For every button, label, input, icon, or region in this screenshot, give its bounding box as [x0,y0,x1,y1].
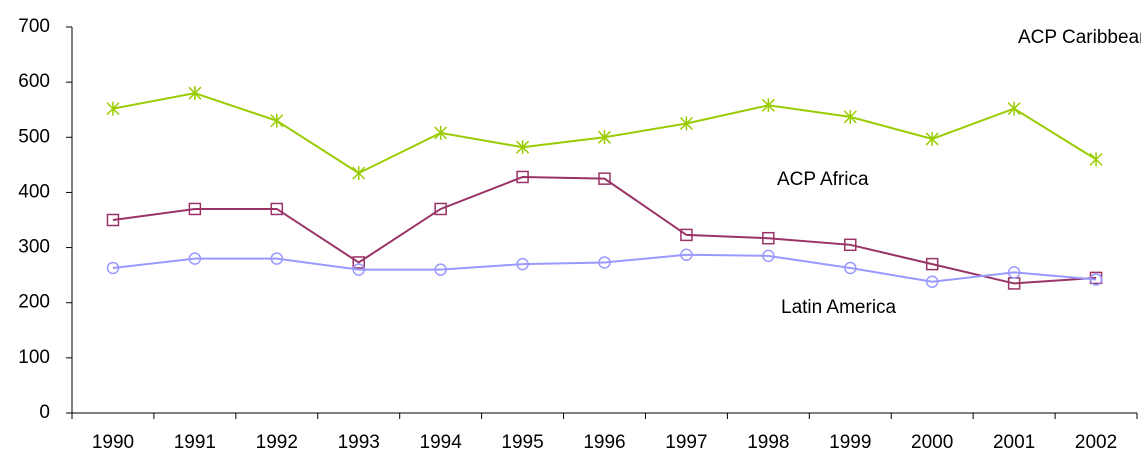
x-tick-label: 1990 [92,432,134,453]
x-tick-label: 1999 [829,432,871,453]
series-label: ACP Caribbean [1018,27,1141,48]
marker [352,166,366,181]
x-tick-label: 1998 [747,432,789,453]
y-tick-label: 500 [18,126,50,147]
marker [843,109,857,124]
y-tick-label: 300 [18,237,50,258]
marker [270,113,284,128]
marker [597,130,612,145]
y-tick-label: 700 [18,16,50,37]
x-tick-label: 2000 [911,432,953,453]
marker [761,98,775,113]
marker [434,202,447,216]
marker [844,261,857,275]
y-tick-label: 600 [18,71,50,92]
x-tick-label: 1994 [420,432,463,453]
marker [598,256,611,269]
marker [434,125,448,140]
x-tick-label: 2002 [1075,432,1117,453]
x-tick-label: 1993 [338,432,380,453]
marker [516,257,529,271]
x-tick-label: 1991 [174,432,216,453]
marker [925,275,939,289]
marker [844,238,857,252]
series-line [112,175,1097,285]
series-line [112,253,1097,283]
x-tick-label: 1996 [583,432,625,453]
x-tick-label: 2001 [993,432,1035,453]
marker [106,101,120,116]
marker [352,263,365,276]
marker [516,170,529,184]
marker [1007,101,1021,116]
marker [352,256,365,269]
marker [598,172,611,185]
y-tick-label: 200 [18,292,50,313]
marker [680,248,693,261]
y-tick-label: 400 [18,181,50,202]
series-label: Latin America [781,297,897,318]
marker [679,116,693,131]
marker [762,231,775,245]
marker [270,202,284,216]
series-label: ACP Africa [777,169,869,190]
marker [516,140,530,155]
x-tick-label: 1997 [665,432,707,453]
marker [925,257,939,271]
marker [106,261,120,275]
x-tick-label: 1995 [501,432,543,453]
marker [188,252,202,265]
marker [270,252,284,265]
marker [1007,266,1021,279]
marker [680,228,693,242]
marker [925,131,939,146]
marker [1089,152,1103,167]
marker [1089,273,1103,286]
marker [106,213,120,227]
y-tick-label: 100 [18,347,50,368]
marker [188,202,202,216]
x-tick-label: 1992 [256,432,298,453]
marker [434,263,447,276]
y-tick-label: 0 [39,402,50,423]
marker [188,86,202,101]
marker [762,249,775,263]
